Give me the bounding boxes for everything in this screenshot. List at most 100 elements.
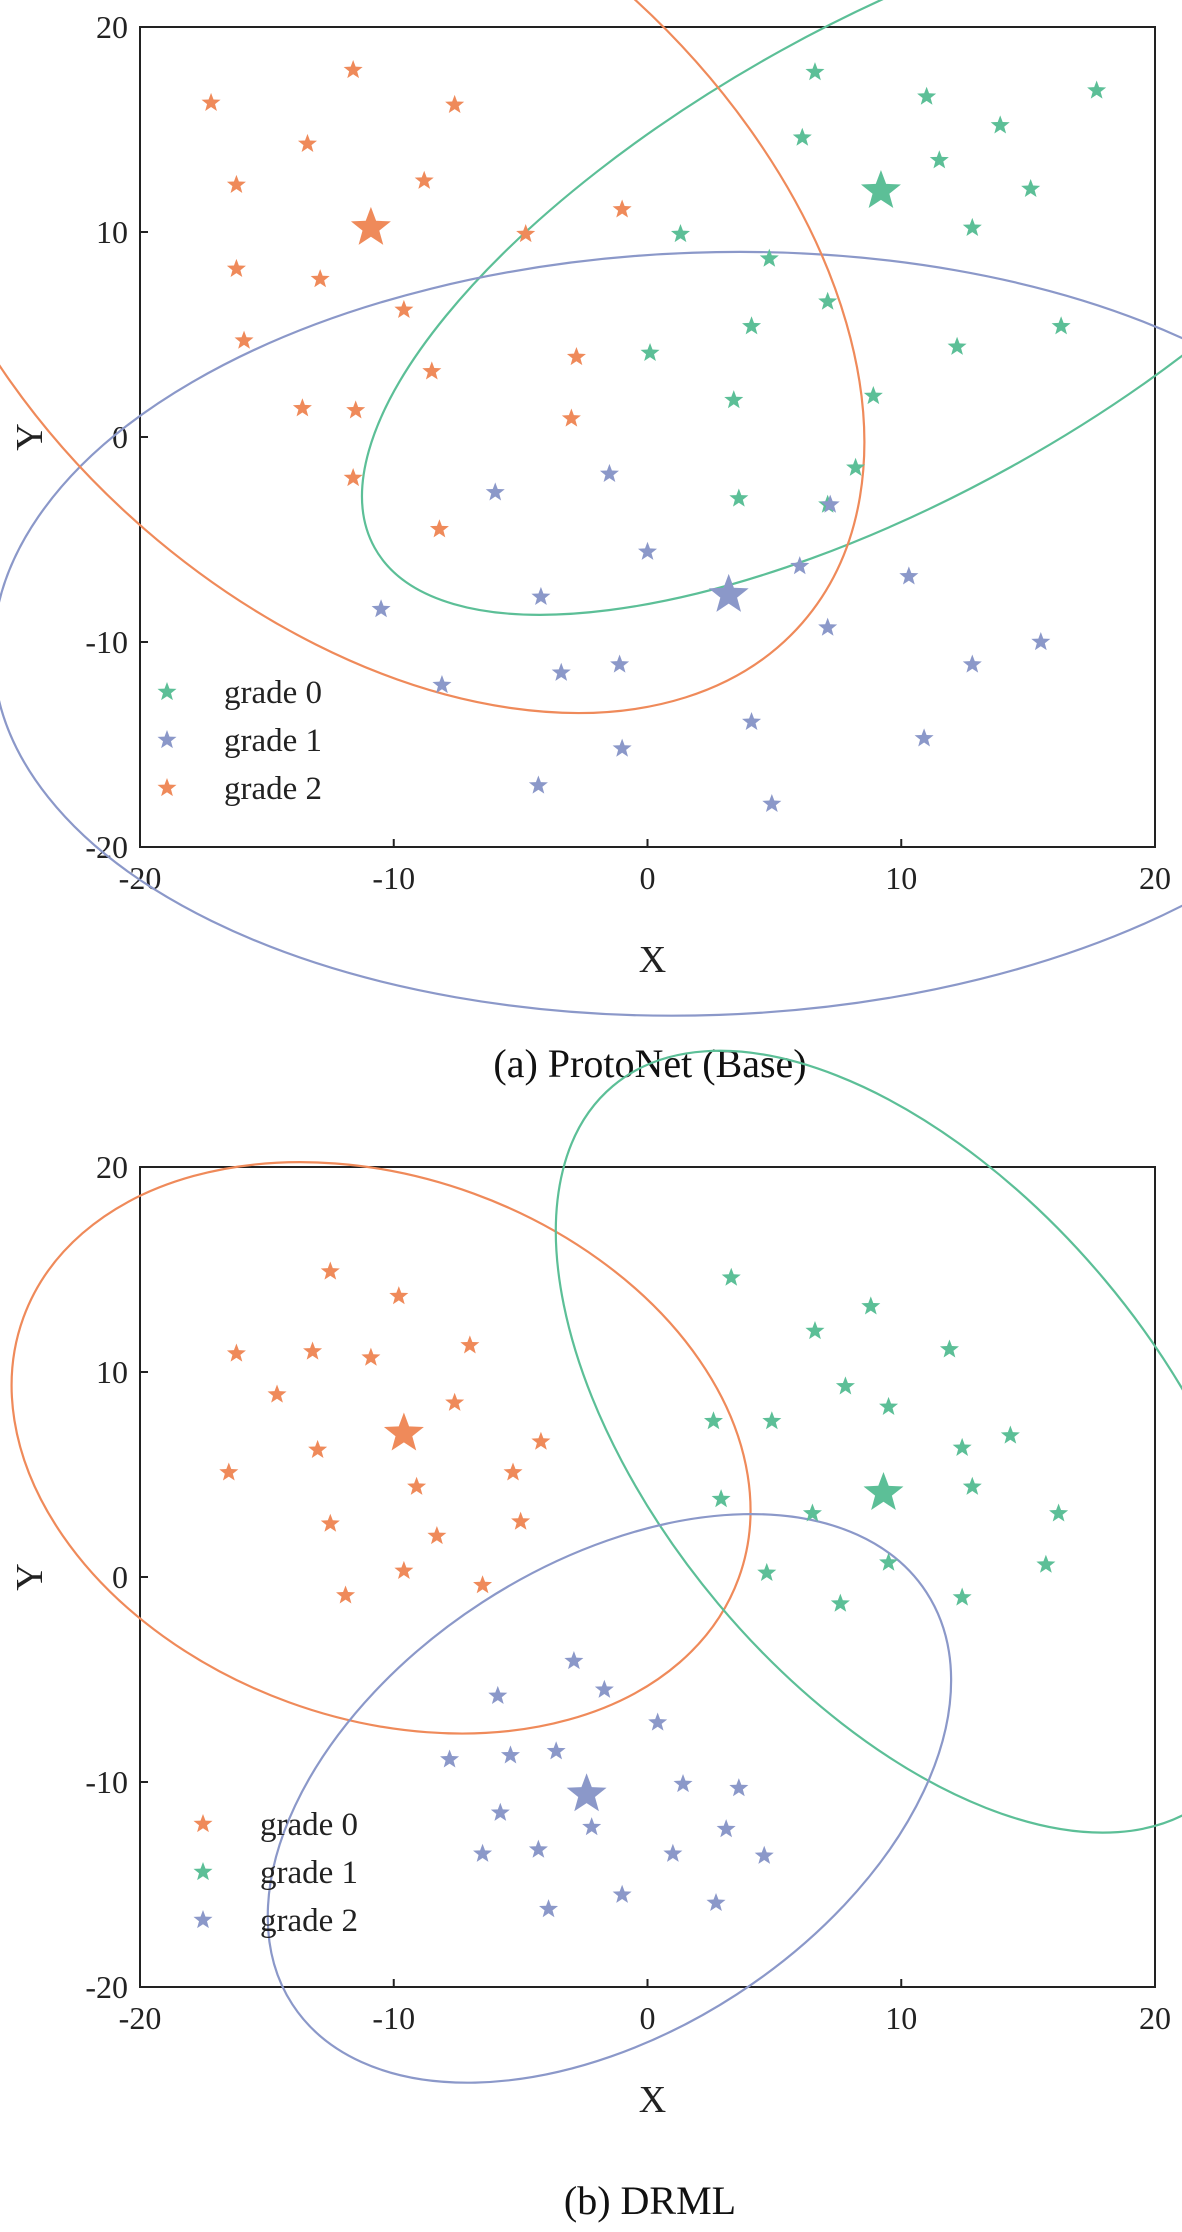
cluster-ellipse (0, 0, 866, 715)
y-tick-label: 10 (96, 1354, 128, 1390)
data-point-star (320, 1261, 340, 1280)
data-point-star (308, 1439, 328, 1458)
data-point-star (879, 1552, 899, 1571)
data-point-star (990, 115, 1010, 134)
cluster-ellipse (554, 1049, 1182, 1834)
caption-drml: (b) DRML (564, 2178, 736, 2223)
data-point-star (531, 586, 551, 605)
y-tick-label: 20 (96, 1149, 128, 1185)
data-point-star (729, 488, 749, 507)
data-point-star (846, 457, 866, 476)
data-point-star (759, 248, 779, 267)
data-point-star (724, 390, 744, 409)
data-point-star (939, 1339, 959, 1358)
data-point-star (561, 408, 581, 427)
data-point-star (879, 1396, 899, 1415)
y-tick-label: 10 (96, 214, 128, 250)
data-point-star (511, 1511, 531, 1530)
data-point-star (706, 1892, 726, 1912)
data-point-star (952, 1587, 972, 1606)
x-tick-label: -20 (119, 2000, 162, 2036)
y-tick-label: 20 (96, 9, 128, 45)
data-point-star (818, 617, 838, 636)
y-axis-label: Y (9, 423, 51, 450)
data-point-star (1036, 1554, 1056, 1573)
data-point-star (503, 1462, 523, 1481)
y-tick-label: 0 (112, 419, 128, 455)
data-point-star (830, 1593, 850, 1612)
data-point-star (490, 1802, 510, 1821)
data-point-star (612, 199, 632, 218)
data-point-star (754, 1845, 774, 1864)
chart-panel-protonet: (a) ProtoNet (Base) -20 -10 0 10 20-20-10010… (0, 0, 1182, 1086)
data-point-star (757, 1562, 777, 1581)
data-point-star (226, 1343, 246, 1362)
data-point-star (473, 1843, 493, 1862)
prototype-star (566, 1773, 607, 1812)
data-point-star (516, 224, 536, 243)
data-point-star (612, 1884, 632, 1903)
data-point-star (343, 468, 363, 487)
data-point-star (531, 1431, 551, 1450)
data-point-star (267, 1384, 287, 1403)
data-point-star (226, 258, 246, 277)
x-tick-label: 0 (640, 860, 656, 896)
data-point-star (610, 654, 630, 673)
legend-marker (157, 682, 177, 701)
data-point-star (566, 347, 586, 366)
y-axis-label: Y (9, 1563, 51, 1590)
data-point-star (703, 1411, 723, 1430)
data-point-star (310, 269, 330, 288)
x-tick-label: 0 (640, 2000, 656, 2036)
y-tick-label: -10 (85, 1764, 128, 1800)
data-point-star (673, 1774, 693, 1793)
legend-marker (157, 730, 177, 749)
legend-entry: grade 0 (260, 1807, 358, 1843)
data-point-star (962, 654, 982, 673)
data-point-star (361, 1347, 381, 1366)
data-point-star (790, 556, 810, 575)
data-point-star (564, 1651, 584, 1670)
data-point-star (612, 738, 632, 757)
data-point-star (427, 1526, 447, 1545)
legend-marker (193, 1814, 213, 1833)
data-point-star (818, 291, 838, 310)
data-point-star (528, 775, 548, 794)
y-tick-label: -20 (85, 829, 128, 865)
y-tick-label: -10 (85, 624, 128, 660)
data-point-star (1049, 1503, 1069, 1522)
data-point-star (929, 150, 949, 169)
data-point-star (414, 170, 434, 189)
cluster-ellipse (0, 250, 1182, 1017)
x-tick-label: 20 (1139, 2000, 1171, 2036)
data-point-star (742, 316, 762, 335)
x-axis-label: X (639, 2079, 666, 2121)
cluster-ellipse (10, 1161, 752, 1735)
data-point-star (394, 299, 414, 318)
data-point-star (594, 1679, 614, 1698)
data-point-star (640, 342, 660, 362)
data-point-star (863, 386, 883, 405)
data-point-star (234, 330, 254, 349)
data-point-star (599, 463, 619, 482)
legend-entry: grade 1 (260, 1855, 358, 1891)
data-point-star (336, 1585, 356, 1604)
data-point-star (917, 86, 937, 105)
data-point-star (500, 1745, 520, 1764)
prototype-star (350, 206, 391, 245)
data-point-star (473, 1575, 493, 1594)
legend-marker (193, 1910, 213, 1929)
data-point-star (371, 599, 391, 618)
y-tick-label: 0 (112, 1559, 128, 1595)
data-point-star (721, 1267, 741, 1286)
x-tick-label: 20 (1139, 860, 1171, 896)
data-point-star (1087, 80, 1107, 99)
data-point-star (899, 566, 919, 585)
data-point-star (528, 1839, 548, 1858)
data-point-star (1021, 178, 1041, 198)
data-point-star (343, 60, 363, 79)
y-tick-label: -20 (85, 1969, 128, 2005)
data-point-star (762, 793, 782, 813)
